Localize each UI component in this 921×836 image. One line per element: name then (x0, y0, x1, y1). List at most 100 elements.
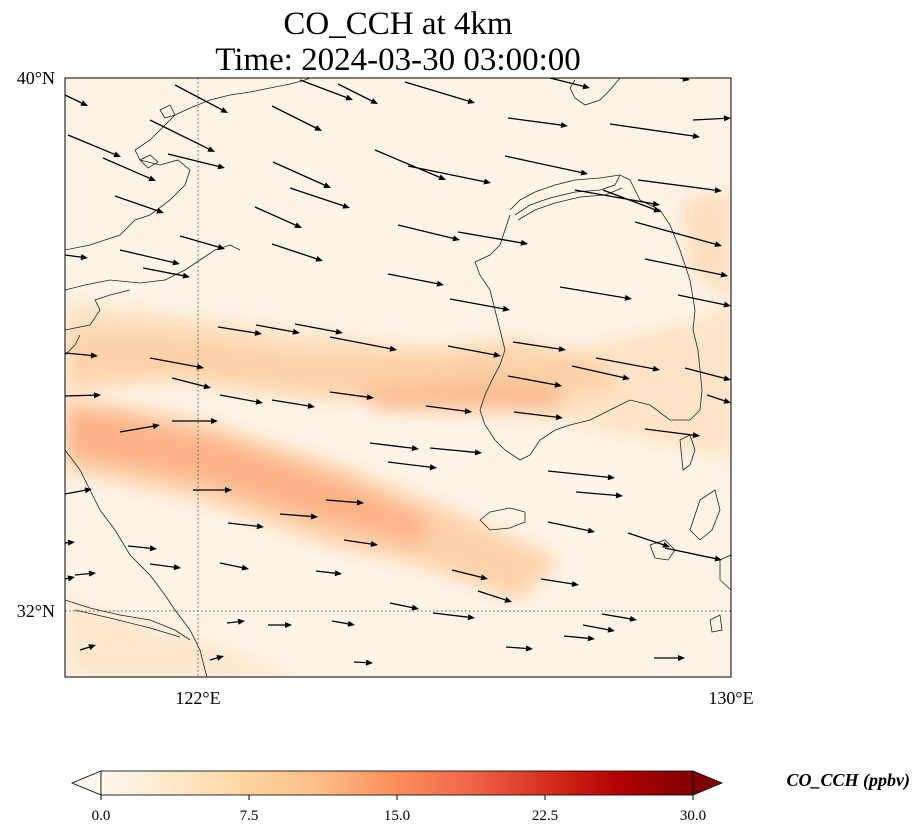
wind-arrow-shaft (505, 646, 527, 650)
wind-arrow-shaft (167, 153, 219, 167)
wind-arrow-head (467, 98, 475, 104)
wind-arrow-shaft (540, 578, 573, 585)
wind-arrow-shaft (127, 545, 151, 549)
wind-arrow-shaft (374, 149, 440, 178)
wind-arrow-shaft (404, 81, 469, 102)
wind-arrow-shaft (271, 105, 317, 129)
colorbar-tick-label: 15.0 (384, 808, 410, 824)
wind-arrow-shaft (337, 83, 373, 102)
wind-arrow-shaft (512, 341, 560, 350)
wind-arrow-shaft (601, 613, 631, 620)
wind-arrow-head (389, 345, 397, 352)
wind-arrow-shaft (102, 157, 150, 179)
wind-arrow-shaft (271, 399, 309, 407)
wind-arrow-shaft (331, 620, 349, 625)
wind-arrow-head (294, 222, 302, 228)
wind-arrow-head (555, 414, 563, 421)
wind-arrow-head (607, 474, 615, 481)
wind-arrow-shaft (353, 661, 367, 664)
wind-arrow-head (629, 615, 637, 622)
wind-arrow-shaft (692, 117, 725, 121)
wind-arrow-shaft (602, 189, 655, 211)
wind-arrow-head (203, 383, 211, 390)
wind-arrow-shaft (504, 155, 582, 174)
wind-arrow-shaft (271, 243, 317, 260)
wind-arrow-head (310, 513, 318, 520)
wind-arrow-shaft (65, 352, 92, 357)
colorbar-tick-label: 22.5 (532, 808, 558, 824)
wind-arrow-head (342, 202, 350, 209)
wind-arrow-shaft (574, 189, 654, 205)
wind-arrow-head (292, 328, 300, 335)
wind-arrow-head (615, 492, 623, 499)
wind-arrow-head (582, 83, 590, 90)
wind-arrow-shaft (369, 442, 413, 449)
wind-arrow-head (504, 596, 512, 603)
wind-arrow-head (622, 374, 630, 381)
wind-arrow-shaft (119, 249, 174, 264)
wind-arrow-head (580, 169, 588, 176)
wind-arrow-head (88, 570, 96, 577)
wind-arrow-head (652, 365, 660, 372)
wind-arrow-head (411, 445, 419, 452)
wind-arrow-shaft (217, 326, 256, 334)
wind-arrow-shaft (254, 206, 296, 226)
wind-arrow-shaft (684, 367, 725, 379)
wind-arrow-head (256, 523, 264, 530)
wind-arrow-shaft (272, 161, 325, 186)
wind-arrow-shaft (289, 187, 344, 207)
wind-arrow-head (254, 329, 262, 336)
wind-arrow-shaft (149, 357, 198, 368)
wind-arrow-shaft (644, 258, 722, 276)
wind-arrow-head (182, 272, 190, 279)
wind-arrow-head (370, 98, 378, 104)
wind-arrow-head (723, 301, 731, 308)
wind-arrow-shaft (219, 394, 257, 403)
wind-arrow-shaft (226, 621, 239, 624)
wind-arrow-head (285, 622, 292, 628)
wind-arrow-head (558, 345, 566, 352)
wind-arrow-shaft (387, 273, 438, 285)
colorbar-extend-min (70, 770, 102, 796)
wind-arrow-shaft (429, 447, 476, 453)
wind-arrow-head (480, 574, 488, 581)
wind-arrow-head (356, 499, 364, 506)
wind-arrow-shaft (294, 323, 337, 333)
wind-arrow-shaft (677, 294, 725, 306)
wind-arrow-shaft (149, 563, 175, 568)
wind-arrow-shaft (179, 235, 219, 248)
wind-arrow-head (474, 449, 482, 456)
wind-arrow-head (411, 604, 419, 611)
wind-arrow-shaft (79, 646, 90, 651)
wind-arrow-head (148, 175, 156, 181)
wind-arrow-shaft (343, 539, 372, 545)
wind-arrow-head (323, 182, 331, 188)
wind-arrow-head (345, 94, 353, 101)
wind-arrow-head (678, 655, 685, 661)
wind-arrow-shaft (255, 324, 294, 333)
wind-arrow-head (714, 555, 722, 562)
wind-arrow-shaft (119, 425, 154, 433)
wind-arrow-shaft (325, 499, 358, 504)
wind-arrow-shaft (457, 231, 522, 244)
wind-arrow-shaft (664, 547, 716, 560)
y-tick-label: 32°N (17, 601, 55, 621)
wind-arrow-head (452, 235, 460, 242)
wind-arrow-head (67, 575, 75, 582)
wind-arrow-head (307, 402, 315, 409)
wind-arrow-shaft (315, 570, 336, 574)
wind-arrow-shaft (451, 569, 482, 578)
wind-arrow-shaft (575, 491, 617, 497)
wind-arrow-shaft (329, 336, 391, 350)
wind-arrow-head (80, 100, 88, 106)
wind-arrow-shaft (387, 461, 431, 468)
wind-arrow-shaft (477, 590, 506, 601)
x-tick-label: 122°E (175, 688, 220, 708)
wind-arrow-shaft (407, 165, 485, 183)
wind-arrow-head (347, 620, 355, 627)
wind-arrow-head (237, 618, 245, 625)
wind-arrow-head (723, 397, 731, 404)
wind-arrow-head (365, 659, 373, 666)
wind-arrow-head (571, 580, 579, 587)
wind-arrow-shaft (299, 79, 347, 99)
